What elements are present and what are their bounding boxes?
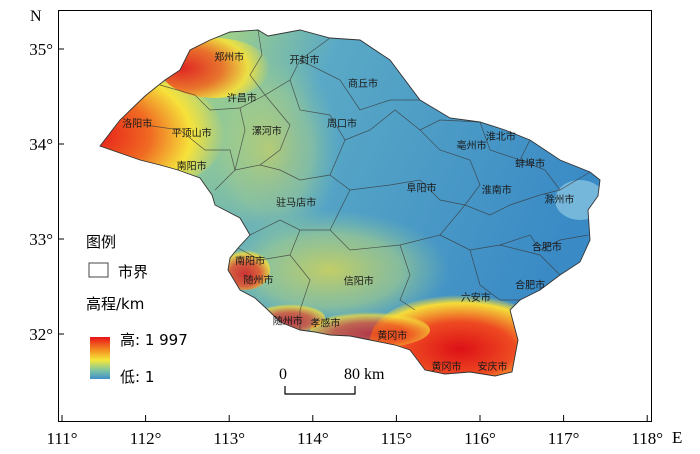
legend-elevation-title: 高程/km <box>86 295 145 313</box>
city-label: 商丘市 <box>348 77 378 90</box>
x-tick-label: 114° <box>297 429 329 448</box>
legend-high-label: 高: 1 997 <box>120 331 188 349</box>
city-label: 孝感市 <box>310 316 340 329</box>
city-label: 随州市 <box>273 315 303 328</box>
y-tick-label: 34° <box>29 135 53 154</box>
city-label: 南阳市 <box>177 160 207 173</box>
x-tick-label: 116° <box>464 429 496 448</box>
city-label: 南阳市 <box>235 255 265 268</box>
city-label: 合肥市 <box>515 278 545 291</box>
city-label: 合肥市 <box>532 240 562 253</box>
x-tick-label: 115° <box>381 429 413 448</box>
north-label: N <box>30 8 42 25</box>
city-label: 阜阳市 <box>406 182 436 195</box>
elevation-colorbar <box>90 337 110 379</box>
city-label: 黄冈市 <box>432 360 462 373</box>
city-label: 洛阳市 <box>122 117 152 130</box>
city-label: 郑州市 <box>214 50 244 63</box>
x-tick-label: 117° <box>548 429 580 448</box>
city-boundaries <box>144 29 591 330</box>
city-label: 淮南市 <box>482 183 512 196</box>
x-tick-label: 112° <box>130 429 162 448</box>
city-label: 开封市 <box>289 53 319 66</box>
y-tick-label: 33° <box>29 230 53 249</box>
x-tick-label: 111° <box>46 429 77 448</box>
legend-boundary-label: 市界 <box>118 263 149 281</box>
city-label: 淮北市 <box>486 130 516 143</box>
scale-end-label: 80 km <box>344 366 385 383</box>
scale-bar <box>284 386 356 395</box>
city-label: 安庆市 <box>478 360 508 373</box>
boundary-swatch <box>88 262 109 278</box>
x-tick-label: 118° <box>631 429 663 448</box>
city-label: 许昌市 <box>227 91 257 104</box>
y-tick-label: 35° <box>29 40 53 59</box>
city-label: 信阳市 <box>344 275 374 288</box>
city-label: 平顶山市 <box>172 126 212 139</box>
city-label: 蚌埠市 <box>515 157 545 170</box>
legend-title: 图例 <box>86 233 117 251</box>
city-label: 滁州市 <box>544 193 574 206</box>
legend-low-label: 低: 1 <box>120 368 155 386</box>
city-label: 漯河市 <box>252 125 282 138</box>
city-label: 驻马店市 <box>276 196 316 209</box>
city-label: 亳州市 <box>457 139 487 152</box>
east-label: E <box>672 428 683 447</box>
region-outline <box>99 29 601 377</box>
x-tick-label: 113° <box>213 429 245 448</box>
city-label: 随州市 <box>243 274 273 287</box>
y-axis-ticks: 35° 34° 33° 32° <box>29 40 64 344</box>
scale-start-label: 0 <box>279 366 287 383</box>
x-axis-ticks: 111° 112° 113° 114° 115° 116° 117° 118° <box>46 415 663 448</box>
city-label: 周口市 <box>327 117 357 130</box>
city-label: 六安市 <box>461 291 491 304</box>
city-label: 黄冈市 <box>377 329 407 342</box>
y-tick-label: 32° <box>29 325 53 344</box>
